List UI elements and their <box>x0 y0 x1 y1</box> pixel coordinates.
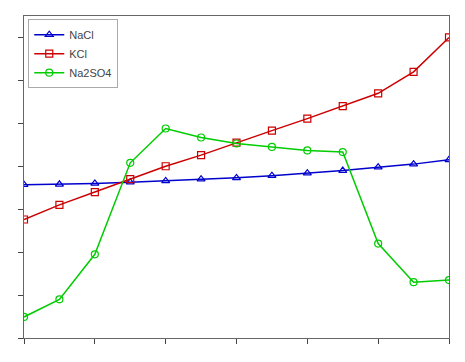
svg-text:KCl: KCl <box>69 48 87 60</box>
svg-text:NaCl: NaCl <box>69 29 93 41</box>
svg-text:Na2SO4: Na2SO4 <box>69 67 111 79</box>
